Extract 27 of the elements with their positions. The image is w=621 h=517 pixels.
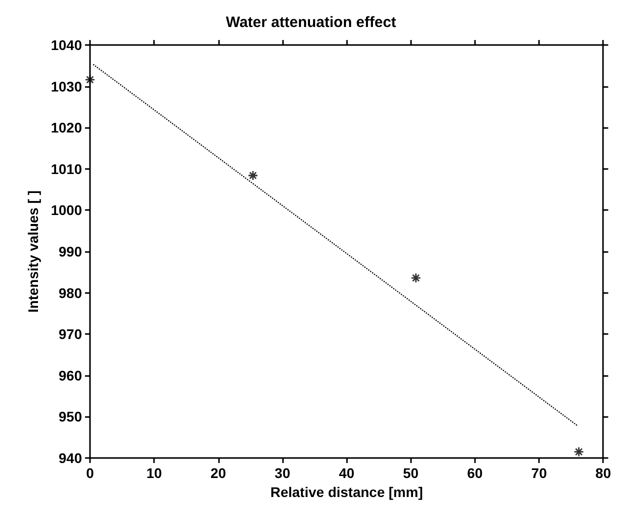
y-tick-label: 1020 <box>50 120 82 136</box>
y-tick-label: 1000 <box>50 202 82 218</box>
x-tick-label: 60 <box>467 465 483 481</box>
y-tick-label: 980 <box>58 284 82 301</box>
x-tick-label: 80 <box>595 465 612 481</box>
x-tick-label: 40 <box>338 465 355 481</box>
point <box>248 170 258 181</box>
y-tick-label: 940 <box>58 450 82 466</box>
x-tick-label: 50 <box>402 465 419 481</box>
y-axis-title: Intensity values [ ] <box>24 190 41 313</box>
point <box>574 446 584 458</box>
y-tick-label: 960 <box>58 367 82 384</box>
x-tick-label: 20 <box>210 465 226 481</box>
y-tick-label: 1030 <box>50 78 82 94</box>
x-tick-label: 0 <box>86 465 94 481</box>
point <box>84 74 96 85</box>
x-tick-label: 30 <box>274 465 290 481</box>
point <box>410 272 422 284</box>
chart-title: Water attenuation effect <box>226 14 396 31</box>
y-tick-label: 990 <box>58 244 82 260</box>
y-tick-label: 970 <box>58 326 82 342</box>
y-tick-label: 1040 <box>50 37 82 53</box>
x-tick-label: 10 <box>146 465 162 481</box>
y-tick-label: 950 <box>58 408 82 425</box>
x-tick-label: 70 <box>531 465 548 481</box>
x-axis-title: Relative distance [mm] <box>270 484 423 500</box>
y-tick-label: 1010 <box>50 160 82 177</box>
